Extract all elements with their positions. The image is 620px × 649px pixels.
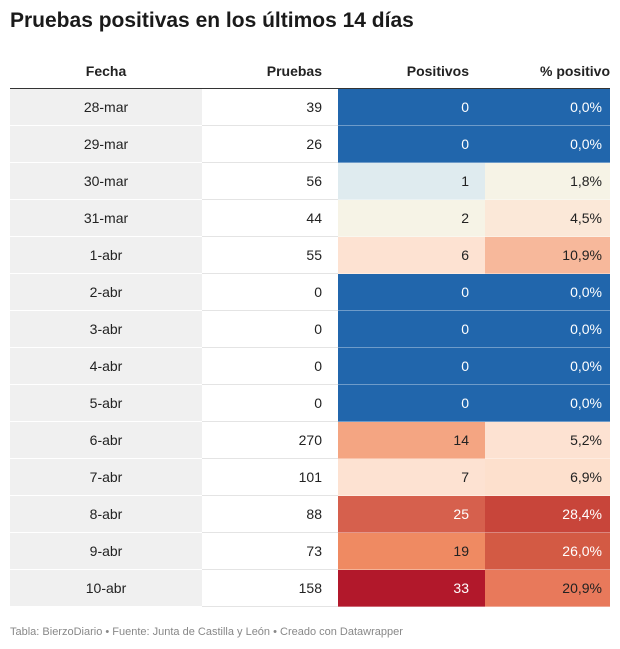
cell-positivos: 2 [338, 200, 485, 237]
cell-fecha: 1-abr [10, 237, 202, 274]
cell-fecha: 7-abr [10, 459, 202, 496]
cell-fecha: 8-abr [10, 496, 202, 533]
table-row: 9-abr 73 19 26,0% [10, 533, 610, 570]
table-row: 6-abr 270 14 5,2% [10, 422, 610, 459]
header-pruebas: Pruebas [266, 62, 322, 79]
cell-pct-positivo: 20,9% [485, 570, 610, 607]
cell-positivos: 19 [338, 533, 485, 570]
cell-pct-positivo: 4,5% [485, 200, 610, 237]
cell-pct-positivo: 6,9% [485, 459, 610, 496]
cell-positivos: 0 [338, 89, 485, 126]
header-positivos: Positivos [406, 62, 469, 79]
table-row: 30-mar 56 1 1,8% [10, 163, 610, 200]
header-pct-positivo: % positivo [539, 62, 610, 79]
cell-fecha: 31-mar [10, 200, 202, 237]
table-row: 7-abr 101 7 6,9% [10, 459, 610, 496]
cell-pct-positivo: 0,0% [485, 89, 610, 126]
cell-fecha: 6-abr [10, 422, 202, 459]
cell-pct-positivo: 0,0% [485, 311, 610, 348]
cell-pruebas: 39 [202, 89, 338, 126]
table-body: 28-mar 39 0 0,0% 29-mar 26 0 0,0% 30-mar 56 1 1,8% 3… [10, 89, 610, 607]
cell-pct-positivo: 26,0% [485, 533, 610, 570]
cell-positivos: 7 [338, 459, 485, 496]
cell-pruebas: 158 [202, 570, 338, 607]
cell-positivos: 0 [338, 385, 485, 422]
cell-pruebas: 26 [202, 126, 338, 163]
cell-fecha: 9-abr [10, 533, 202, 570]
header-fecha: Fecha [85, 62, 127, 79]
source-footer: Tabla: BierzoDiario • Fuente: Junta de C… [10, 626, 403, 638]
cell-fecha: 30-mar [10, 163, 202, 200]
cell-positivos: 6 [338, 237, 485, 274]
cell-positivos: 1 [338, 163, 485, 200]
cell-positivos: 0 [338, 348, 485, 385]
cell-pruebas: 0 [202, 385, 338, 422]
cell-fecha: 3-abr [10, 311, 202, 348]
cell-fecha: 2-abr [10, 274, 202, 311]
table-row: 3-abr 0 0 0,0% [10, 311, 610, 348]
table-header: Fecha Pruebas Positivos % positivo [10, 53, 610, 89]
table-row: 8-abr 88 25 28,4% [10, 496, 610, 533]
cell-pruebas: 270 [202, 422, 338, 459]
cell-fecha: 10-abr [10, 570, 202, 607]
cell-fecha: 4-abr [10, 348, 202, 385]
cell-positivos: 14 [338, 422, 485, 459]
cell-fecha: 5-abr [10, 385, 202, 422]
chart-title: Pruebas positivas en los últimos 14 días [10, 9, 414, 32]
cell-pct-positivo: 1,8% [485, 163, 610, 200]
table-row: 29-mar 26 0 0,0% [10, 126, 610, 163]
cell-pct-positivo: 0,0% [485, 385, 610, 422]
table-row: 5-abr 0 0 0,0% [10, 385, 610, 422]
cell-pct-positivo: 0,0% [485, 348, 610, 385]
cell-positivos: 25 [338, 496, 485, 533]
cell-fecha: 28-mar [10, 89, 202, 126]
cell-pruebas: 101 [202, 459, 338, 496]
cell-positivos: 0 [338, 311, 485, 348]
cell-pct-positivo: 28,4% [485, 496, 610, 533]
table-row: 1-abr 55 6 10,9% [10, 237, 610, 274]
cell-pruebas: 0 [202, 348, 338, 385]
cell-pct-positivo: 0,0% [485, 274, 610, 311]
cell-pruebas: 0 [202, 311, 338, 348]
cell-pct-positivo: 10,9% [485, 237, 610, 274]
cell-positivos: 0 [338, 274, 485, 311]
cell-pruebas: 55 [202, 237, 338, 274]
cell-positivos: 33 [338, 570, 485, 607]
cell-pct-positivo: 5,2% [485, 422, 610, 459]
table-row: 10-abr 158 33 20,9% [10, 570, 610, 607]
data-table: Fecha Pruebas Positivos % positivo 28-ma… [10, 53, 610, 607]
cell-pruebas: 0 [202, 274, 338, 311]
table-row: 28-mar 39 0 0,0% [10, 89, 610, 126]
cell-pruebas: 56 [202, 163, 338, 200]
cell-pct-positivo: 0,0% [485, 126, 610, 163]
table-row: 31-mar 44 2 4,5% [10, 200, 610, 237]
cell-pruebas: 44 [202, 200, 338, 237]
cell-pruebas: 88 [202, 496, 338, 533]
cell-positivos: 0 [338, 126, 485, 163]
cell-pruebas: 73 [202, 533, 338, 570]
table-row: 2-abr 0 0 0,0% [10, 274, 610, 311]
cell-fecha: 29-mar [10, 126, 202, 163]
table-row: 4-abr 0 0 0,0% [10, 348, 610, 385]
